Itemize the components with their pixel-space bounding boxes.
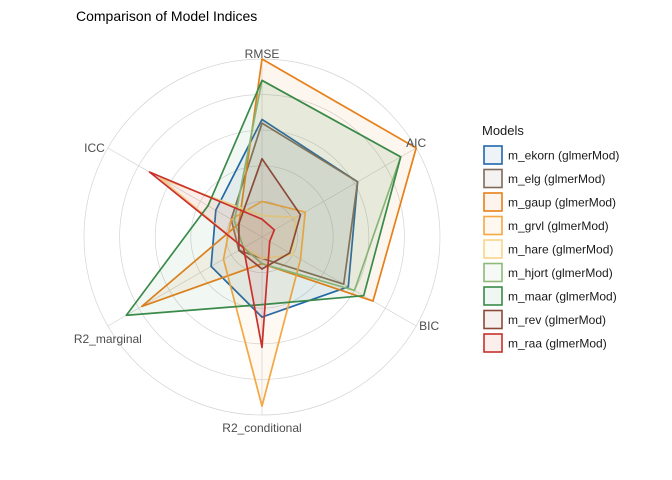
legend-label: m_hjort (glmerMod) bbox=[508, 266, 613, 280]
radar-grid bbox=[83, 58, 441, 416]
series-polygon-m-maar bbox=[125, 79, 402, 317]
legend-label: m_grvl (glmerMod) bbox=[508, 219, 609, 233]
radar-series bbox=[125, 58, 418, 407]
legend-label: m_hare (glmerMod) bbox=[508, 243, 613, 257]
legend-label: m_raa (glmerMod) bbox=[508, 337, 607, 351]
legend-label: m_elg (glmerMod) bbox=[508, 172, 605, 186]
legend-label: m_gaup (glmerMod) bbox=[508, 196, 616, 210]
legend-key bbox=[483, 333, 503, 353]
legend-item-m-raa: m_raa (glmerMod) bbox=[483, 333, 607, 353]
legend-label: m_maar (glmerMod) bbox=[508, 290, 617, 304]
grid-spoke bbox=[261, 236, 417, 327]
legend: Models m_ekorn (glmerMod) m_elg (glmerMod… bbox=[482, 123, 619, 353]
legend-key bbox=[483, 309, 503, 330]
series-polygon-m-rev bbox=[238, 157, 302, 270]
axis-label-bic: BIC bbox=[419, 319, 439, 333]
legend-key bbox=[483, 145, 503, 165]
legend-item-m-elg: m_elg (glmerMod) bbox=[483, 168, 605, 189]
legend-key bbox=[483, 262, 503, 283]
axis-label-icc: ICC bbox=[84, 141, 105, 155]
legend-title: Models bbox=[482, 123, 524, 138]
axis-label-aic: AIC bbox=[406, 136, 426, 150]
grid-spoke bbox=[107, 236, 263, 327]
legend-item-m-rev: m_rev (glmerMod) bbox=[483, 309, 606, 330]
legend-key bbox=[483, 239, 503, 259]
axis-label-r2-marginal: R2_marginal bbox=[74, 332, 142, 346]
radar-axis-labels: AIC BIC R2_conditional R2_marginal ICC RMSE bbox=[74, 47, 440, 435]
legend-item-m-maar: m_maar (glmerMod) bbox=[483, 286, 617, 306]
legend-item-m-hjort: m_hjort (glmerMod) bbox=[483, 262, 613, 283]
series-polygon-m-raa bbox=[148, 171, 276, 349]
chart-title: Comparison of Model Indices bbox=[76, 8, 257, 24]
legend-item-m-gaup: m_gaup (glmerMod) bbox=[483, 192, 616, 212]
legend-key bbox=[483, 168, 503, 189]
legend-key bbox=[483, 215, 503, 236]
legend-key bbox=[483, 192, 503, 212]
legend-label: m_ekorn (glmerMod) bbox=[508, 149, 619, 163]
legend-key bbox=[483, 286, 503, 306]
legend-label: m_rev (glmerMod) bbox=[508, 313, 606, 327]
axis-label-r2-conditional: R2_conditional bbox=[222, 421, 301, 435]
grid-spoke bbox=[107, 147, 263, 238]
axis-label-rmse: RMSE bbox=[245, 47, 280, 61]
legend-item-m-hare: m_hare (glmerMod) bbox=[483, 239, 613, 259]
legend-items: m_ekorn (glmerMod) m_elg (glmerMod) m_gaup… bbox=[483, 145, 619, 353]
legend-item-m-ekorn: m_ekorn (glmerMod) bbox=[483, 145, 619, 165]
grid-spoke bbox=[261, 147, 417, 238]
legend-item-m-grvl: m_grvl (glmerMod) bbox=[483, 215, 609, 236]
